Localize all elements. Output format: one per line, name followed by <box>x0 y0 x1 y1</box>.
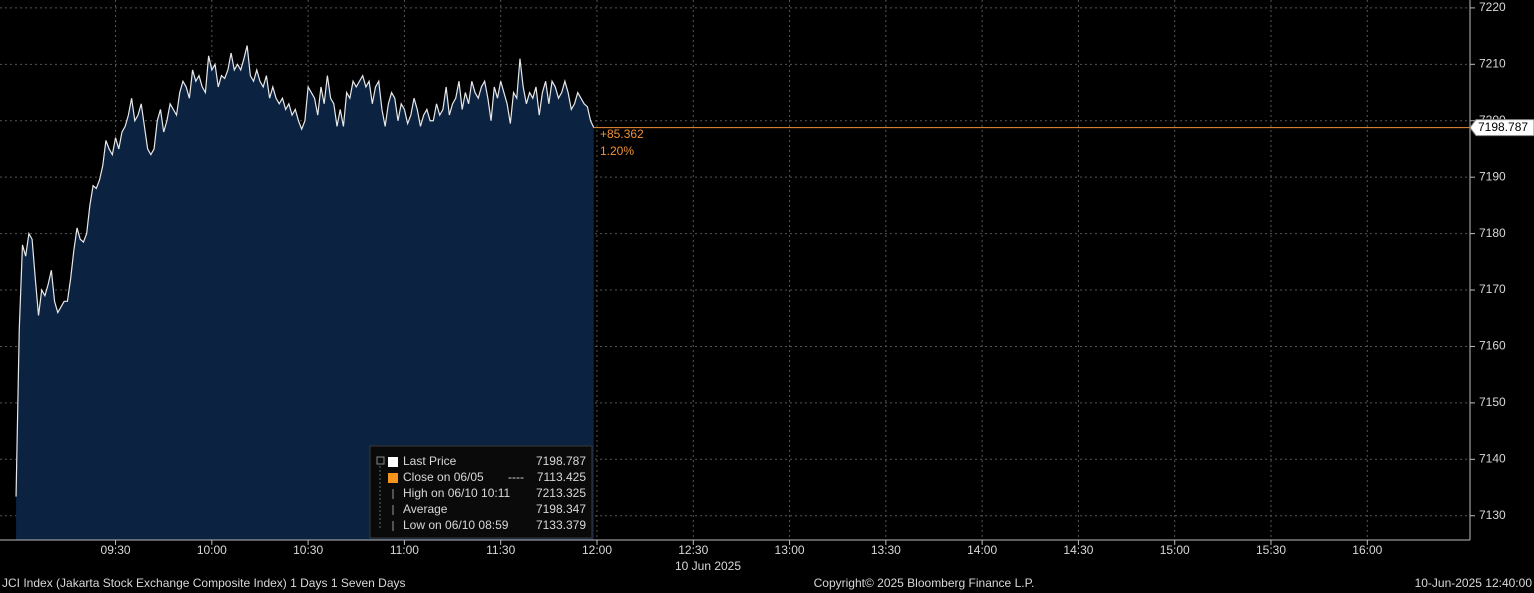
plot <box>15 45 1470 541</box>
y-tick-label: 7150 <box>1479 395 1506 409</box>
x-tick-label: 13:00 <box>775 543 805 557</box>
x-tick-label: 11:00 <box>390 543 419 557</box>
x-tick-label: 12:00 <box>582 543 612 557</box>
x-tick-label: 11:30 <box>486 543 515 557</box>
legend-box <box>369 445 593 539</box>
legend-label: Last Price <box>403 454 457 468</box>
legend-label: High on 06/10 10:11 <box>403 486 511 500</box>
legend-label: Close on 06/05 <box>403 470 484 484</box>
price-line <box>15 45 595 497</box>
y-tick-label: 7160 <box>1479 339 1506 353</box>
last-price-label: 7198.787 <box>1478 120 1528 134</box>
axes: 7130714071507160717071807190720072107220… <box>101 0 1534 557</box>
legend-collapse <box>376 456 385 465</box>
y-tick-label: 7220 <box>1479 0 1506 14</box>
x-tick-label: 10:00 <box>197 543 227 557</box>
x-tick-label: 09:30 <box>101 543 131 557</box>
footer-right: 10-Jun-2025 12:40:00 <box>1415 576 1533 590</box>
last-price-tag <box>1469 119 1534 137</box>
x-tick-label: 15:30 <box>1256 543 1286 557</box>
legend-label: Average <box>403 502 448 516</box>
area-fill <box>16 45 594 541</box>
change-annotation: +85.362 <box>600 127 644 141</box>
y-tick-label: 7210 <box>1479 56 1506 70</box>
x-tick-label: 15:00 <box>1160 543 1190 557</box>
change-percent-annotation: 1.20% <box>600 144 634 158</box>
legend-value: 7198.347 <box>536 502 586 516</box>
x-tick-label: 14:30 <box>1063 543 1093 557</box>
y-tick-label: 7140 <box>1479 451 1506 465</box>
footer-center: Copyright© 2025 Bloomberg Finance L.P. <box>814 576 1035 590</box>
x-tick-label: 16:00 <box>1352 543 1382 557</box>
legend: Last Price 7198.787 Close on 06/05 ---- 7113… <box>376 454 586 532</box>
legend-label: Low on 06/10 08:59 <box>403 518 509 532</box>
legend-dash: ---- <box>508 470 524 484</box>
y-tick-label: 7130 <box>1479 508 1506 522</box>
legend-swatch <box>388 457 398 467</box>
y-tick-label: 7180 <box>1479 226 1506 240</box>
legend-value: 7113.425 <box>537 470 586 484</box>
y-tick-label: 7190 <box>1479 169 1506 183</box>
legend-value: 7198.787 <box>536 454 586 468</box>
x-tick-label: 12:30 <box>678 543 708 557</box>
x-tick-label: 10:30 <box>293 543 323 557</box>
legend-value: 7213.325 <box>536 486 586 500</box>
x-tick-label: 13:30 <box>871 543 901 557</box>
legend-value: 7133.379 <box>536 518 586 532</box>
y-tick-label: 7170 <box>1479 282 1506 296</box>
x-axis-date: 10 Jun 2025 <box>675 559 741 573</box>
footer-left: JCI Index (Jakarta Stock Exchange Compos… <box>2 576 406 590</box>
x-tick-label: 14:00 <box>967 543 997 557</box>
legend-swatch <box>388 473 398 483</box>
